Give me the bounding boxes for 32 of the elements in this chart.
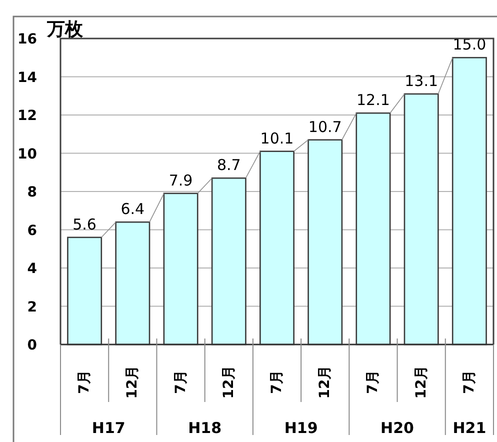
y-tick-label: 2 (27, 299, 37, 316)
data-label: 7.9 (168, 171, 193, 190)
x-tick-label: 12月 (124, 365, 141, 399)
x-tick-label: 12月 (220, 365, 237, 399)
y-tick-label: 8 (27, 184, 37, 200)
y-tick-label: 0 (27, 338, 38, 354)
data-label: 8.7 (216, 156, 241, 174)
x-tick-label: 7月 (365, 370, 382, 394)
text: H17 (92, 419, 126, 437)
x-tick-label: 12月 (317, 365, 334, 399)
data-label: 5.6 (72, 215, 96, 234)
x-tick-label: 7月 (172, 370, 189, 394)
data-label: 10.7 (308, 118, 342, 136)
data-label: 6.4 (120, 200, 145, 218)
y-tick-label: 6 (27, 222, 37, 239)
text: H18 (188, 419, 222, 437)
y-tick-label: 14 (18, 70, 38, 86)
y-tick-label: 10 (18, 146, 38, 162)
y-axis-title: 万枚 (46, 19, 84, 40)
text: H21 (452, 419, 486, 437)
y-tick-label: 12 (18, 108, 37, 124)
data-label: 13.1 (404, 72, 438, 90)
y-tick-label: 16 (18, 32, 37, 48)
x-tick-label: 7月 (76, 370, 93, 394)
text: H20 (380, 419, 414, 437)
y-tick-label: 4 (27, 261, 38, 277)
data-label: 12.1 (356, 91, 390, 110)
x-tick-label: 7月 (461, 370, 478, 394)
text: H19 (284, 419, 318, 437)
x-tick-label: 7月 (269, 370, 285, 394)
x-tick-label: 12月 (413, 365, 430, 399)
data-label: 10.1 (260, 129, 294, 148)
